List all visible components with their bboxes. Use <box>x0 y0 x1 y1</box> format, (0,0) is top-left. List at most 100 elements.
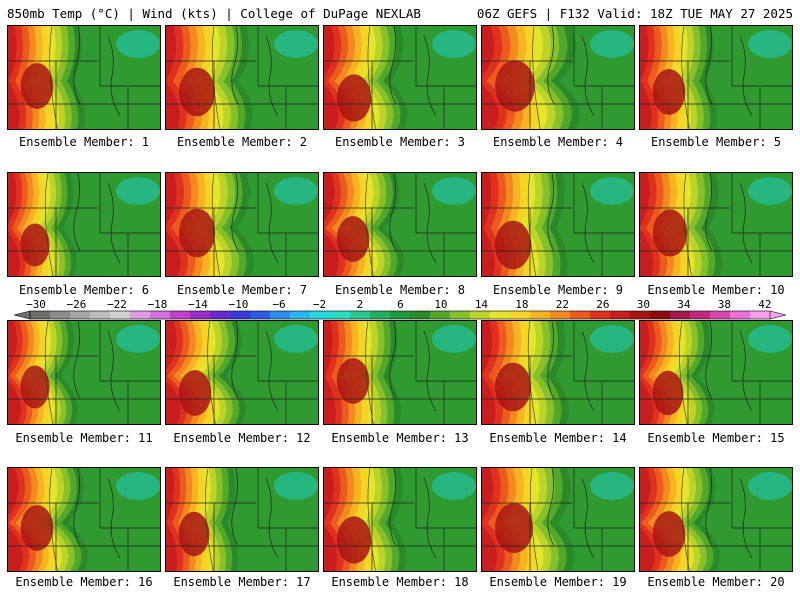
ensemble-member-label: Ensemble Member: 11 <box>15 431 153 445</box>
colorbar-swatch <box>190 311 211 319</box>
temperature-field-map <box>482 321 634 424</box>
colorbar-swatch <box>110 311 131 319</box>
ensemble-member-label: Ensemble Member: 8 <box>334 283 466 297</box>
colorbar-tick-label: −2 <box>312 298 327 311</box>
ensemble-member-map <box>639 320 793 425</box>
ensemble-member-label: Ensemble Member: 7 <box>176 283 308 297</box>
colorbar-swatch <box>290 311 311 319</box>
temperature-field-map <box>640 26 792 129</box>
colorbar-swatch <box>410 311 431 319</box>
colorbar-swatch <box>650 311 671 319</box>
colorbar-tick-label: −18 <box>147 298 168 311</box>
colorbar-tick-label: −26 <box>66 298 87 311</box>
ensemble-member-label: Ensemble Member: 5 <box>650 135 782 149</box>
temperature-field-map <box>640 321 792 424</box>
temperature-field-map <box>482 173 634 276</box>
colorbar-tick-label: −22 <box>107 298 127 311</box>
ensemble-member-label: Ensemble Member: 18 <box>331 575 469 589</box>
colorbar-swatch <box>230 311 251 319</box>
colorbar-swatch <box>390 311 411 319</box>
temperature-field-map <box>324 321 476 424</box>
colorbar-swatch <box>130 311 151 319</box>
colorbar-swatch <box>370 311 391 319</box>
ensemble-member-label: Ensemble Member: 13 <box>331 431 469 445</box>
ensemble-member-map <box>481 320 635 425</box>
ensemble-member-map <box>165 467 319 572</box>
temperature-field-map <box>166 468 318 571</box>
temperature-field-map <box>166 173 318 276</box>
ensemble-member-label: Ensemble Member: 15 <box>647 431 785 445</box>
model-valid-time: 06Z GEFS | F132 Valid: 18Z TUE MAY 27 20… <box>476 6 793 21</box>
colorbar-swatch <box>330 311 351 319</box>
ensemble-member-map <box>481 467 635 572</box>
colorbar-strip <box>13 310 787 320</box>
colorbar-swatch <box>510 311 531 319</box>
ensemble-member-label: Ensemble Member: 17 <box>173 575 311 589</box>
ensemble-member-map <box>165 25 319 130</box>
colorbar-swatch <box>750 311 771 319</box>
temperature-field-map <box>8 26 160 129</box>
temperature-field-map <box>640 468 792 571</box>
temperature-field-map <box>324 26 476 129</box>
ensemble-member-map <box>7 172 161 277</box>
map-title: 850mb Temp (°C) | Wind (kts) | College o… <box>7 6 421 21</box>
ensemble-member-map <box>165 320 319 425</box>
colorbar-swatch <box>50 311 71 319</box>
temperature-field-map <box>324 173 476 276</box>
ensemble-member-map <box>7 320 161 425</box>
ensemble-member-label: Ensemble Member: 19 <box>489 575 627 589</box>
ensemble-member-label: Ensemble Member: 10 <box>647 283 785 297</box>
ensemble-member-label: Ensemble Member: 4 <box>492 135 624 149</box>
colorbar-swatch <box>690 311 711 319</box>
colorbar-swatch <box>490 311 511 319</box>
colorbar-swatch <box>350 311 371 319</box>
colorbar-tick-label: 30 <box>636 298 651 311</box>
colorbar-swatch <box>310 311 331 319</box>
colorbar-tick-label: 34 <box>677 298 691 311</box>
colorbar-tick-label: −6 <box>272 298 286 311</box>
colorbar-tick-label: −30 <box>26 298 46 311</box>
ensemble-member-map <box>323 467 477 572</box>
ensemble-member-map <box>7 25 161 130</box>
colorbar-tick-label: 42 <box>758 298 772 311</box>
temperature-field-map <box>640 173 792 276</box>
temperature-field-map <box>482 468 634 571</box>
colorbar-tick-label: 38 <box>717 298 732 311</box>
colorbar-swatch <box>570 311 591 319</box>
colorbar-swatch <box>90 311 111 319</box>
colorbar-swatch <box>550 311 571 319</box>
ensemble-member-label: Ensemble Member: 16 <box>15 575 153 589</box>
ensemble-member-label: Ensemble Member: 9 <box>492 283 624 297</box>
colorbar-tick-label: −10 <box>228 298 249 311</box>
colorbar-swatch <box>730 311 751 319</box>
ensemble-member-label: Ensemble Member: 20 <box>647 575 785 589</box>
colorbar-swatch <box>170 311 191 319</box>
colorbar-swatch <box>590 311 611 319</box>
ensemble-member-map <box>639 172 793 277</box>
colorbar-swatch <box>430 311 451 319</box>
colorbar-tick-label: 18 <box>515 298 529 311</box>
colorbar-swatch <box>250 311 271 319</box>
temperature-field-map <box>8 173 160 276</box>
ensemble-member-label: Ensemble Member: 1 <box>18 135 150 149</box>
ensemble-member-label: Ensemble Member: 3 <box>334 135 466 149</box>
temperature-field-map <box>482 26 634 129</box>
colorbar-tick-label: 2 <box>356 298 364 311</box>
colorbar-swatch <box>710 311 731 319</box>
ensemble-member-map <box>481 172 635 277</box>
ensemble-member-map <box>481 25 635 130</box>
colorbar-swatch <box>630 311 651 319</box>
colorbar-swatch <box>470 311 491 319</box>
colorbar-swatch <box>210 311 231 319</box>
ensemble-member-map <box>323 25 477 130</box>
temperature-field-map <box>324 468 476 571</box>
ensemble-member-label: Ensemble Member: 6 <box>18 283 150 297</box>
colorbar-tick-label: 22 <box>555 298 570 311</box>
colorbar-swatch <box>270 311 291 319</box>
colorbar-swatch <box>530 311 551 319</box>
ensemble-member-map <box>639 467 793 572</box>
colorbar-tick-label: 10 <box>434 298 448 311</box>
ensemble-member-map <box>323 320 477 425</box>
colorbar-swatch <box>450 311 471 319</box>
colorbar-swatch <box>30 311 51 319</box>
